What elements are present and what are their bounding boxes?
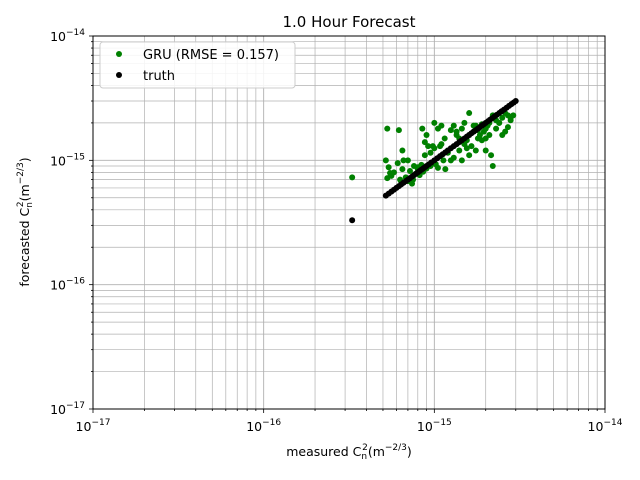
x-tick-label: 10−16: [246, 418, 281, 434]
y-tick-label: 10−17: [50, 401, 85, 417]
gru-point: [434, 125, 441, 132]
gru-point: [349, 174, 356, 181]
gru-point: [442, 166, 449, 173]
gru-point: [493, 125, 500, 132]
gru-point: [387, 170, 394, 177]
legend: GRU (RMSE = 0.157) truth: [99, 41, 296, 89]
gru-point: [394, 160, 401, 167]
gru-point: [431, 119, 438, 126]
gru-point: [384, 125, 391, 132]
gru-point: [382, 157, 389, 164]
gru-point: [496, 119, 503, 126]
x-tick-label: 10−17: [76, 418, 111, 434]
gru-point: [472, 147, 479, 154]
axis-ticks: [89, 35, 606, 413]
gru-point: [440, 157, 447, 164]
x-tick-labels: 10−17 10−16 10−15 10−14: [76, 418, 623, 434]
gru-point: [456, 147, 463, 154]
legend-label-gru: GRU (RMSE = 0.157): [143, 48, 279, 63]
truth-point: [349, 217, 356, 224]
gru-point: [453, 128, 460, 135]
gru-point: [404, 157, 411, 164]
legend-marker-truth: [116, 72, 122, 78]
gru-point: [470, 122, 477, 129]
gru-point: [502, 128, 509, 135]
gru-point: [468, 143, 475, 150]
legend-marker-gru: [116, 51, 122, 57]
plot-frame: [92, 35, 606, 410]
y-axis-label: forecasted Cn2(m−2/3): [16, 157, 35, 286]
gru-point: [421, 139, 428, 146]
gru-point: [406, 168, 413, 175]
gru-point: [385, 164, 392, 171]
y-tick-label: 10−15: [50, 152, 85, 168]
gru-point: [486, 131, 493, 138]
gru-point: [461, 119, 468, 126]
y-tick-label: 10−16: [50, 277, 85, 293]
gru-point: [489, 163, 496, 170]
gru-point: [478, 137, 485, 144]
gru-point: [450, 122, 457, 129]
y-tick-labels: 10−17 10−16 10−15 10−14: [50, 28, 85, 417]
gru-point: [507, 117, 514, 124]
legend-box: [99, 41, 296, 89]
gru-point: [431, 145, 438, 152]
chart-title: 1.0 Hour Forecast: [283, 13, 416, 31]
grid: [92, 36, 605, 410]
gru-point: [434, 164, 441, 171]
gru-point: [499, 114, 506, 121]
x-axis-label: measured Cn2(m−2/3): [286, 443, 412, 462]
gru-point: [466, 152, 473, 159]
gru-point: [447, 127, 454, 134]
gru-point: [399, 147, 406, 154]
gru-point: [510, 112, 517, 119]
x-tick-label: 10−15: [417, 418, 452, 434]
x-tick-label: 10−14: [588, 418, 623, 434]
gru-point: [504, 124, 511, 131]
y-tick-label: 10−14: [50, 28, 85, 44]
gru-point: [427, 149, 434, 156]
truth-point: [512, 98, 519, 105]
gru-point: [463, 145, 470, 152]
gru-point: [466, 110, 473, 117]
gru-point: [423, 131, 430, 138]
gru-point: [425, 143, 432, 150]
gru-point: [450, 154, 457, 161]
gru-point: [458, 125, 465, 132]
legend-label-truth: truth: [143, 69, 175, 84]
gru-point: [482, 147, 489, 154]
plot-markers: [349, 98, 519, 224]
gru-point: [438, 141, 445, 148]
gru-point: [400, 157, 407, 164]
gru-point: [419, 125, 426, 132]
gru-point: [399, 166, 406, 173]
gru-point: [395, 127, 402, 134]
gru-point: [421, 152, 428, 159]
gru-point: [488, 152, 495, 159]
gru-point: [458, 157, 465, 164]
series-truth: [349, 98, 519, 224]
gru-point: [441, 135, 448, 142]
